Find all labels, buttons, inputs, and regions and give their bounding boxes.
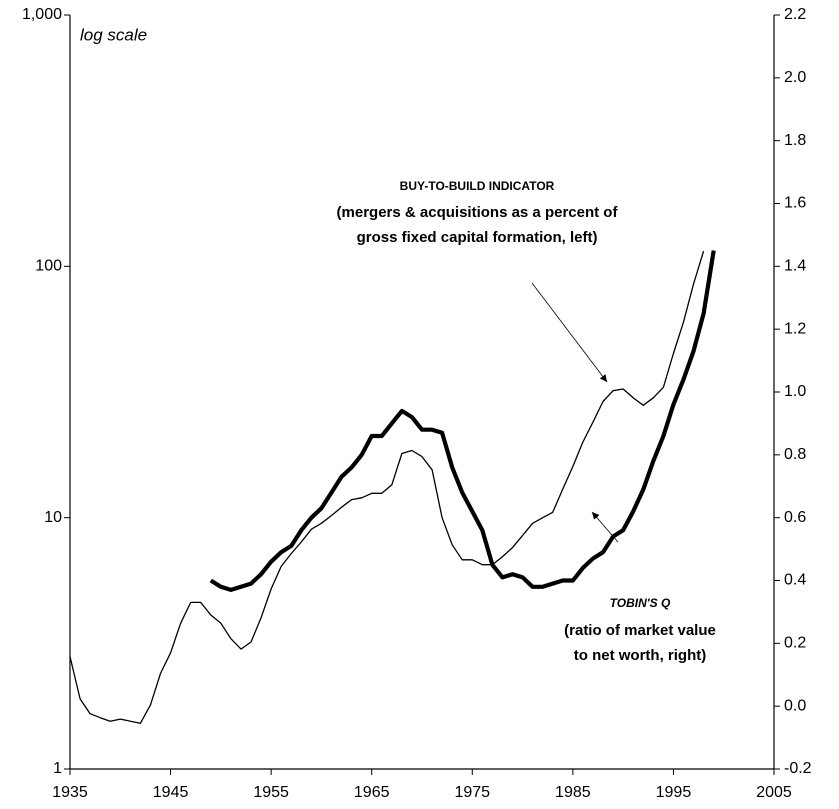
x-tick-label: 1935 [52, 784, 88, 801]
annotation: BUY-TO-BUILD INDICATOR [400, 179, 555, 193]
annotation: gross fixed capital formation, left) [357, 229, 598, 246]
axis-note: log scale [80, 25, 147, 44]
x-tick-label: 1985 [555, 784, 591, 801]
y-tick-label: 1,000 [22, 6, 62, 23]
y2-tick-label: 1.4 [784, 258, 806, 275]
x-tick-label: 1965 [354, 784, 390, 801]
x-tick-label: 1975 [454, 784, 490, 801]
y2-tick-label: 0.6 [784, 509, 806, 526]
y2-tick-label: 1.6 [784, 195, 806, 212]
y2-tick-label: 2.2 [784, 6, 806, 23]
x-tick-label: 2005 [756, 784, 792, 801]
y2-tick-label: 0.2 [784, 635, 806, 652]
series-line [69, 250, 705, 724]
x-tick-label: 1995 [656, 784, 692, 801]
y2-tick-label: 2.0 [784, 69, 806, 86]
y2-tick-label: 0.0 [784, 697, 806, 714]
annotation: (ratio of market value [564, 622, 716, 639]
y2-tick-label: 1.0 [784, 383, 806, 400]
y2-tick-label: 0.8 [784, 446, 806, 463]
arrow [531, 282, 608, 383]
annotation: TOBIN'S Q [610, 596, 671, 610]
annotation: (mergers & acquisitions as a percent of [337, 204, 619, 221]
y2-tick-label: 1.8 [784, 132, 806, 149]
x-tick-label: 1945 [153, 784, 189, 801]
y2-tick-label: -0.2 [784, 760, 812, 777]
series-line [209, 250, 716, 592]
y-tick-label: 1 [53, 760, 62, 777]
y-tick-label: 10 [44, 509, 62, 526]
y2-tick-label: 1.2 [784, 320, 806, 337]
annotation: to net worth, right) [574, 647, 706, 664]
x-tick-label: 1955 [253, 784, 289, 801]
y-tick-label: 100 [35, 258, 62, 275]
y2-tick-label: 0.4 [784, 572, 806, 589]
